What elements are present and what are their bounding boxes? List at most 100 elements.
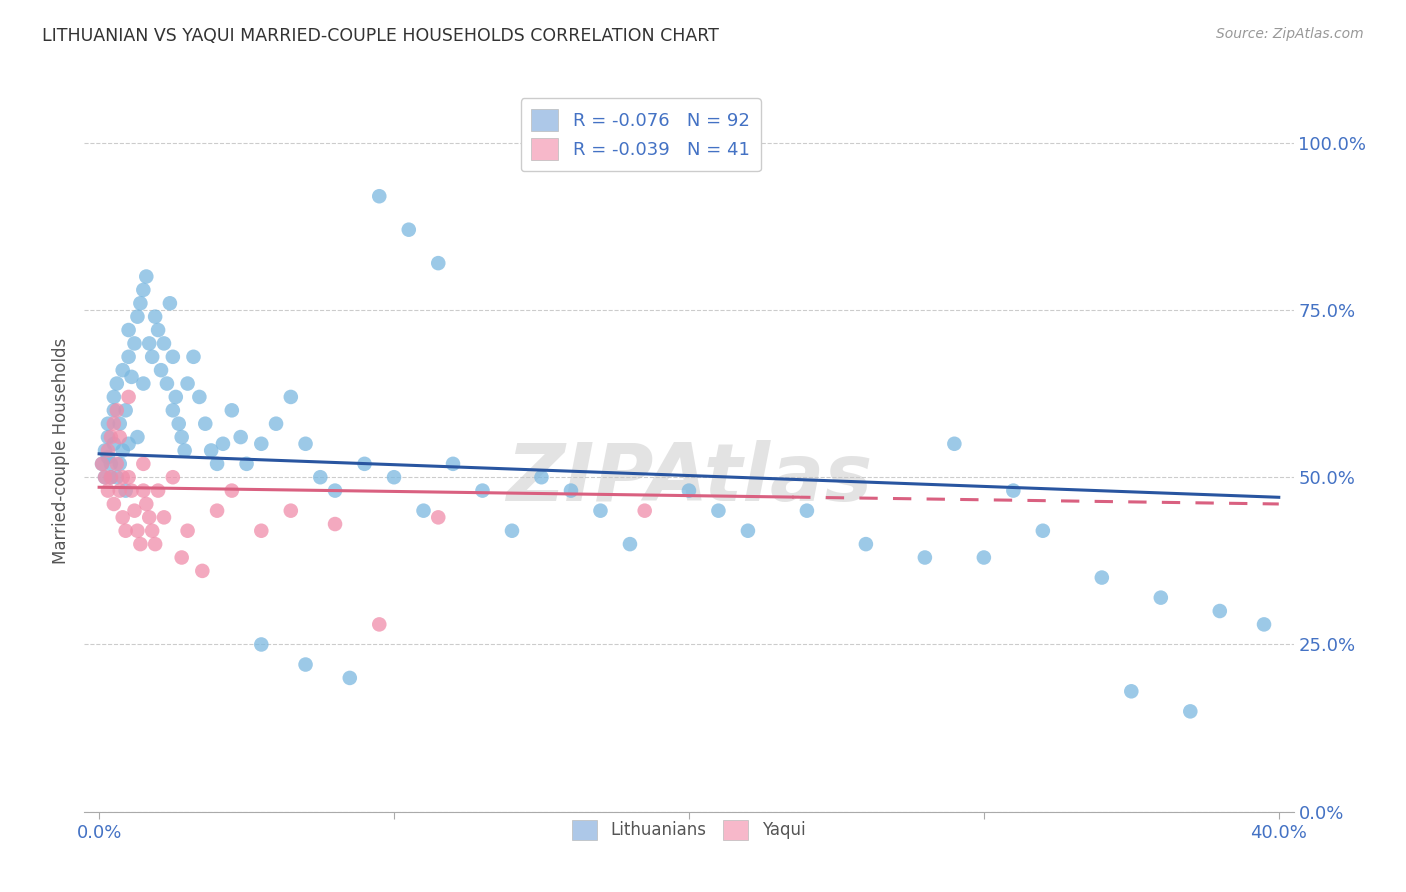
Point — [441, 457, 464, 471]
Point — [170, 550, 193, 565]
Point — [127, 430, 149, 444]
Point — [141, 350, 163, 364]
Point — [91, 457, 114, 471]
Point — [111, 510, 134, 524]
Point — [141, 524, 163, 538]
Point — [200, 443, 222, 458]
Point — [165, 390, 187, 404]
Point — [108, 483, 131, 498]
Point — [97, 483, 120, 498]
Point — [194, 417, 217, 431]
Point — [796, 503, 818, 517]
Point — [398, 223, 420, 237]
Point — [560, 483, 582, 498]
Point — [150, 363, 173, 377]
Point — [737, 524, 759, 538]
Point — [114, 403, 136, 417]
Point — [127, 310, 149, 324]
Point — [162, 403, 184, 417]
Point — [121, 483, 143, 498]
Point — [138, 336, 160, 351]
Point — [97, 443, 120, 458]
Point — [280, 390, 302, 404]
Point — [117, 350, 139, 364]
Point — [132, 483, 155, 498]
Point — [117, 323, 139, 337]
Point — [105, 457, 128, 471]
Point — [105, 376, 128, 391]
Point — [143, 537, 166, 551]
Point — [973, 550, 995, 565]
Point — [678, 483, 700, 498]
Point — [114, 483, 136, 498]
Point — [100, 470, 122, 484]
Point — [162, 350, 184, 364]
Point — [146, 323, 169, 337]
Point — [1150, 591, 1173, 605]
Point — [309, 470, 332, 484]
Point — [105, 403, 128, 417]
Point — [111, 363, 134, 377]
Point — [221, 483, 243, 498]
Point — [1002, 483, 1025, 498]
Point — [153, 510, 176, 524]
Point — [212, 436, 235, 450]
Point — [94, 470, 117, 484]
Point — [97, 450, 120, 465]
Point — [264, 417, 287, 431]
Point — [97, 417, 120, 431]
Point — [114, 524, 136, 538]
Point — [173, 443, 195, 458]
Point — [530, 470, 553, 484]
Point — [124, 336, 146, 351]
Point — [132, 376, 155, 391]
Point — [1209, 604, 1232, 618]
Point — [108, 430, 131, 444]
Legend: Lithuanians, Yaqui: Lithuanians, Yaqui — [565, 814, 813, 847]
Point — [634, 503, 657, 517]
Point — [103, 390, 125, 404]
Point — [103, 436, 125, 450]
Point — [176, 524, 198, 538]
Point — [501, 524, 523, 538]
Point — [143, 310, 166, 324]
Point — [427, 510, 450, 524]
Text: Source: ZipAtlas.com: Source: ZipAtlas.com — [1216, 27, 1364, 41]
Point — [132, 283, 155, 297]
Point — [156, 376, 179, 391]
Point — [471, 483, 494, 498]
Point — [205, 503, 228, 517]
Point — [127, 524, 149, 538]
Point — [129, 296, 152, 310]
Point — [412, 503, 434, 517]
Point — [707, 503, 730, 517]
Y-axis label: Married-couple Households: Married-couple Households — [52, 337, 70, 564]
Point — [1253, 617, 1275, 632]
Point — [108, 417, 131, 431]
Point — [111, 470, 134, 484]
Point — [153, 336, 176, 351]
Point — [205, 457, 228, 471]
Point — [339, 671, 361, 685]
Point — [250, 637, 273, 651]
Point — [914, 550, 936, 565]
Point — [94, 443, 117, 458]
Point — [188, 390, 211, 404]
Point — [117, 470, 139, 484]
Point — [100, 457, 122, 471]
Point — [103, 403, 125, 417]
Text: LITHUANIAN VS YAQUI MARRIED-COUPLE HOUSEHOLDS CORRELATION CHART: LITHUANIAN VS YAQUI MARRIED-COUPLE HOUSE… — [42, 27, 718, 45]
Point — [159, 296, 181, 310]
Point — [138, 510, 160, 524]
Point — [91, 457, 114, 471]
Point — [323, 517, 346, 532]
Point — [97, 430, 120, 444]
Point — [229, 430, 252, 444]
Point — [368, 189, 391, 203]
Point — [121, 369, 143, 384]
Point — [100, 470, 122, 484]
Point — [117, 436, 139, 450]
Point — [382, 470, 405, 484]
Point — [183, 350, 205, 364]
Point — [135, 497, 157, 511]
